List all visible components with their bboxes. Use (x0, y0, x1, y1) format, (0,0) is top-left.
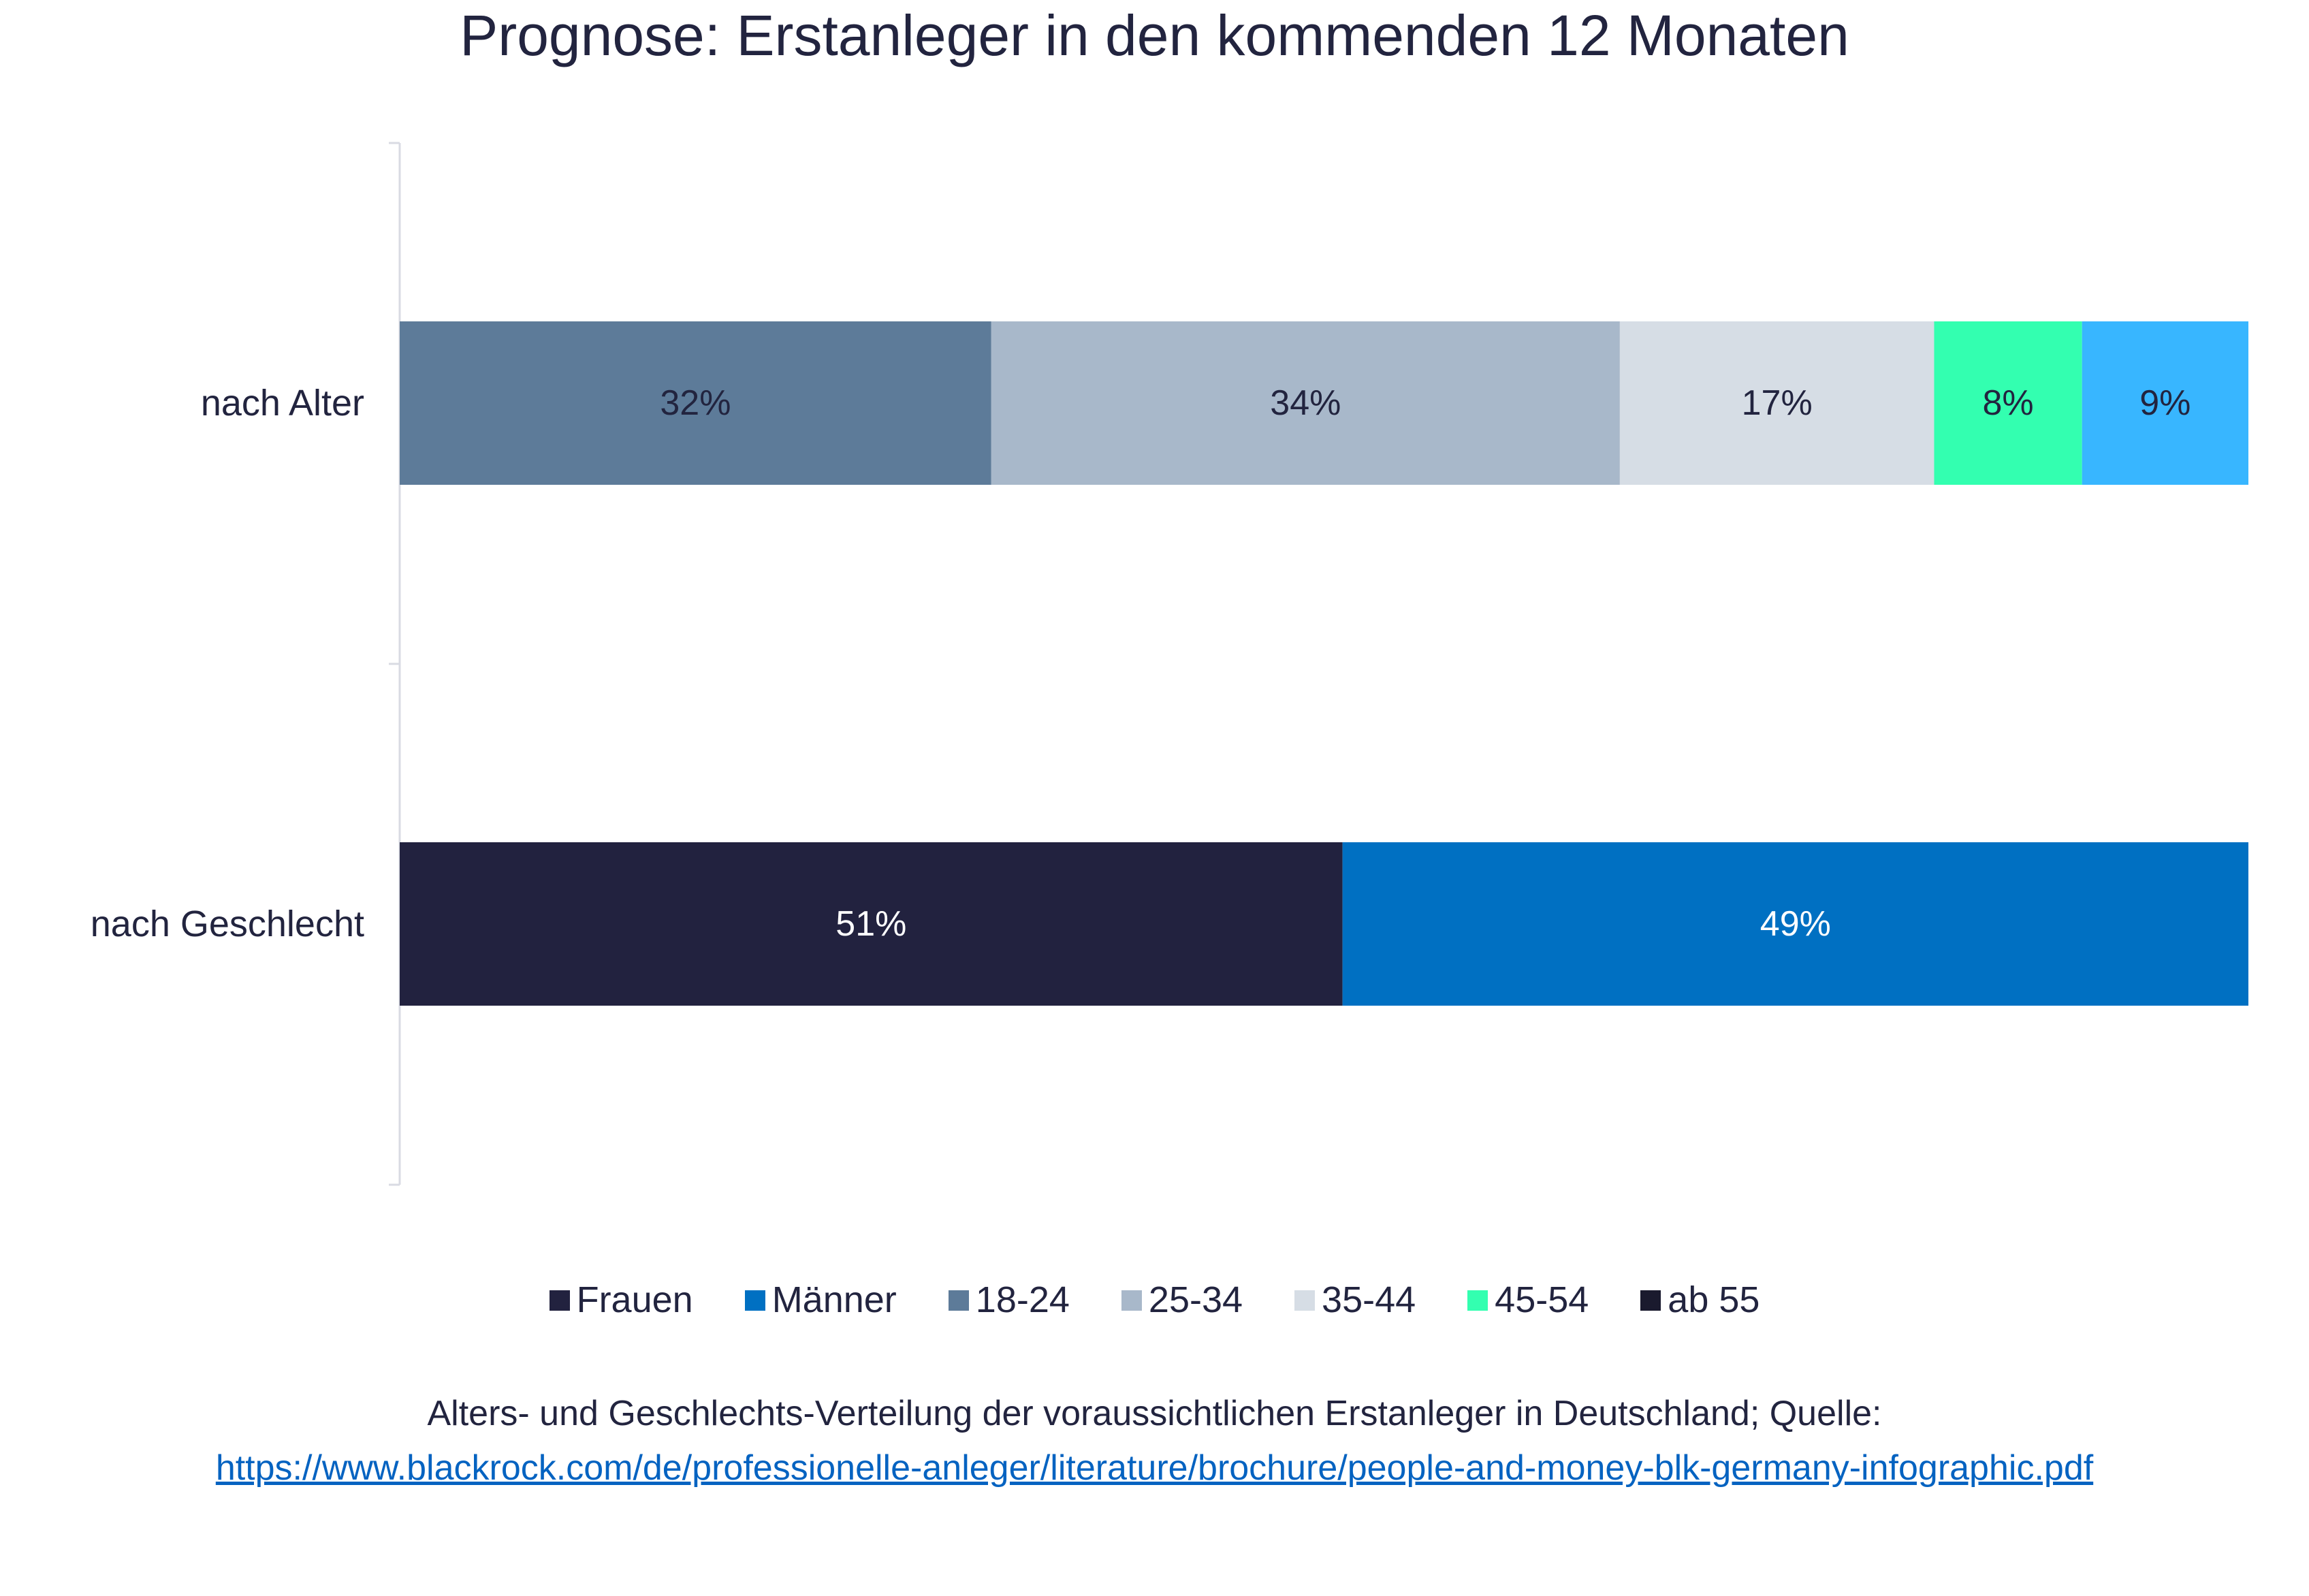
legend-label: 25-34 (1148, 1279, 1243, 1320)
legend-item: 35-44 (1294, 1279, 1416, 1321)
legend-swatch (1640, 1290, 1661, 1311)
legend-label: Frauen (576, 1279, 693, 1320)
legend-swatch (744, 1290, 765, 1311)
chart-title: Prognose: Erstanleger in den kommenden 1… (460, 3, 1849, 67)
category-label: nach Alter (201, 383, 364, 424)
chart-caption: Alters- und Geschlechts-Verteilung der v… (0, 1386, 2309, 1495)
legend-item: 25-34 (1121, 1279, 1243, 1321)
data-label: 9% (2139, 383, 2191, 423)
legend-label: Männer (771, 1279, 897, 1320)
bar-segment (1619, 321, 1934, 485)
bar-segment (1342, 842, 2248, 1006)
legend-label: 18-24 (975, 1279, 1070, 1320)
legend-label: 45-54 (1495, 1279, 1589, 1320)
source-link[interactable]: https://www.blackrock.com/de/professione… (215, 1448, 2094, 1488)
chart-legend: Frauen Männer 18-24 25-34 35-44 45-54 ab 55 (0, 1279, 2309, 1321)
legend-item: Frauen (549, 1279, 693, 1321)
data-label: 32% (660, 383, 731, 423)
chart-plot: nach Alter 32% 34% 17% 8% 9% nach Geschlecht 51… (91, 142, 2248, 1186)
bar-segment (400, 321, 991, 485)
bar-segment (991, 321, 1620, 485)
category-label: nach Geschlecht (91, 904, 364, 944)
bar-segment (1934, 321, 2082, 485)
data-label: 17% (1742, 383, 1813, 423)
legend-item: ab 55 (1640, 1279, 1759, 1321)
legend-swatch (549, 1290, 570, 1311)
bar-segment (2082, 321, 2248, 485)
legend-label: 35-44 (1322, 1279, 1416, 1320)
data-label: 51% (835, 904, 906, 944)
legend-label: ab 55 (1668, 1279, 1760, 1320)
caption-text: Alters- und Geschlechts-Verteilung der v… (427, 1394, 1882, 1433)
legend-item: 18-24 (948, 1279, 1070, 1321)
legend-item: Männer (744, 1279, 897, 1321)
data-label: 8% (1982, 383, 2033, 423)
data-label: 49% (1760, 904, 1831, 944)
bar-segment (400, 842, 1343, 1006)
legend-swatch (948, 1290, 969, 1311)
legend-item: 45-54 (1467, 1279, 1589, 1321)
legend-swatch (1467, 1290, 1488, 1311)
data-label: 34% (1270, 383, 1341, 423)
legend-swatch (1294, 1290, 1316, 1311)
legend-swatch (1121, 1290, 1142, 1311)
